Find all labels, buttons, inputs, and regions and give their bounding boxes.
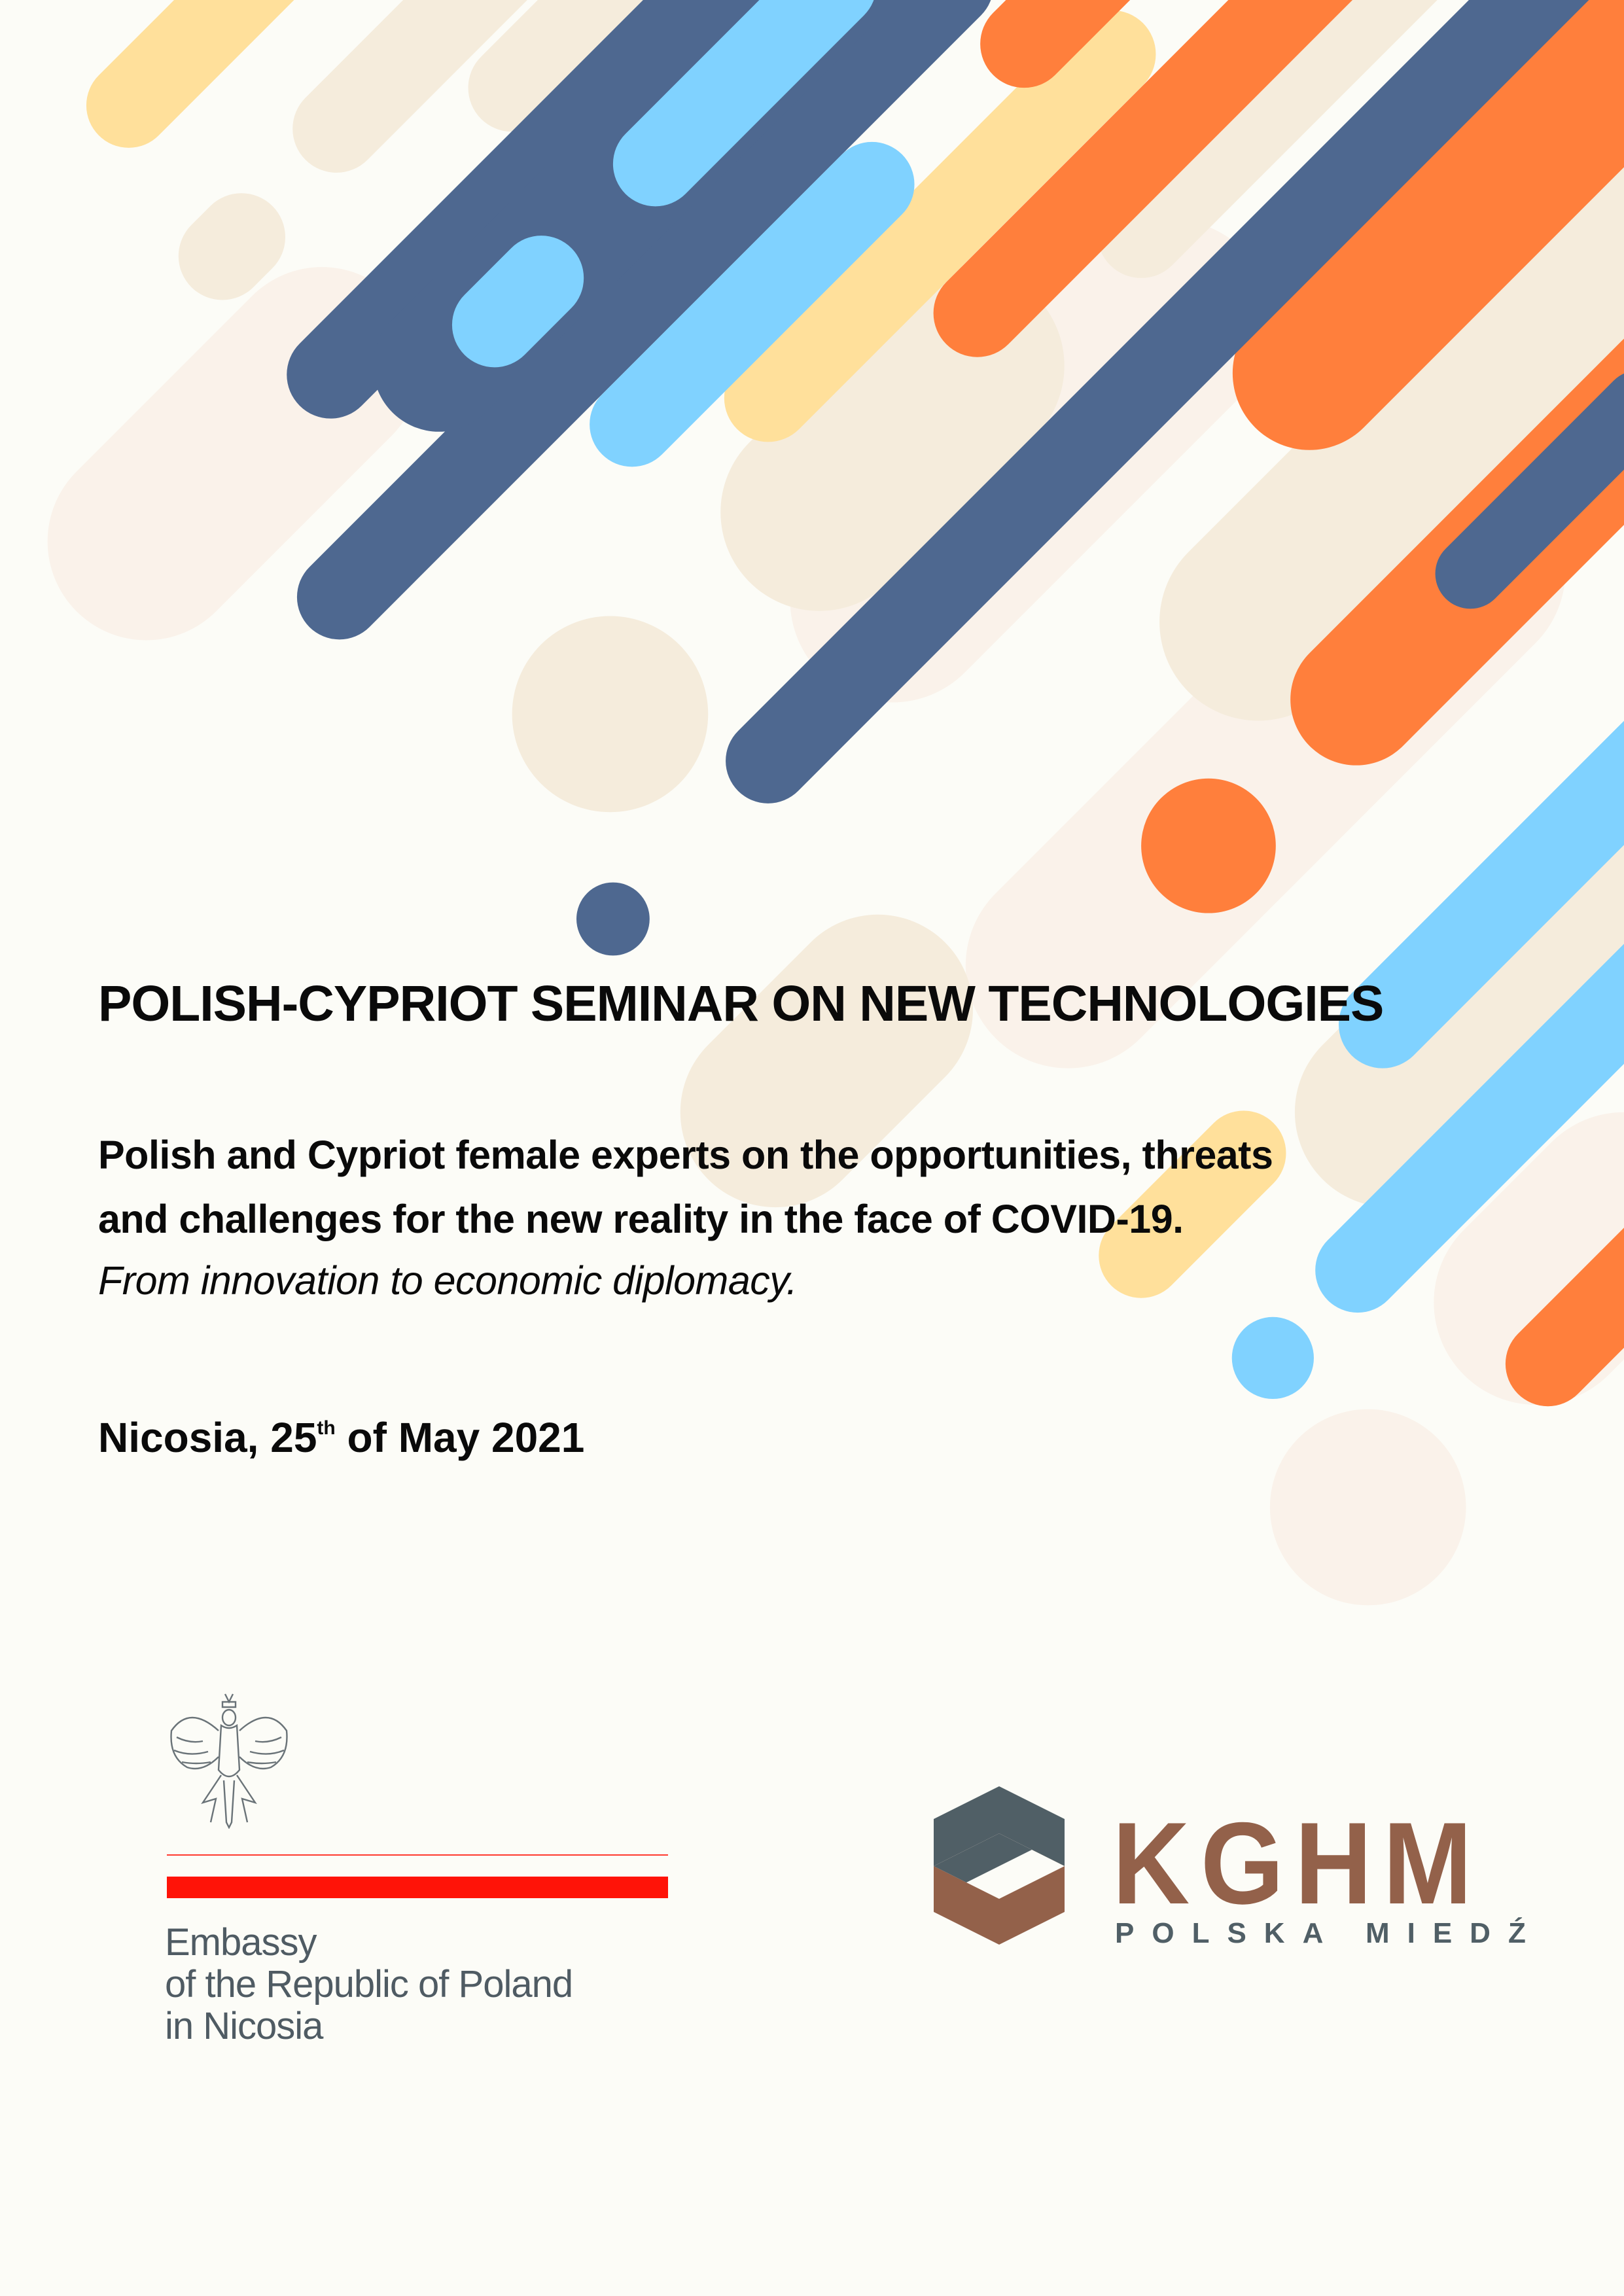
light-blue-shape xyxy=(1315,944,1624,1313)
beige-shape xyxy=(178,193,286,300)
subtitle-line-1: Polish and Cypriot female experts on the… xyxy=(98,1133,1273,1177)
beige-shape xyxy=(468,0,662,132)
navy-shape xyxy=(296,0,991,640)
polish-eagle-icon xyxy=(170,1693,288,1829)
navy-shape xyxy=(726,0,1589,804)
beige-shape xyxy=(1097,0,1438,278)
embassy-line-2: of the Republic of Poland xyxy=(165,1963,573,2005)
yellow-shape xyxy=(724,10,1156,442)
seminar-title: POLISH-CYPRIOT SEMINAR ON NEW TECHNOLOGI… xyxy=(98,976,1384,1032)
light-blue-shape xyxy=(1338,721,1624,1069)
orange-shape xyxy=(933,0,1353,357)
date-prefix: Nicosia, 25 xyxy=(98,1414,317,1461)
date-suffix: of May 2021 xyxy=(335,1414,585,1461)
embassy-line-3: in Nicosia xyxy=(165,2005,323,2047)
embassy-line-1: Embassy xyxy=(165,1921,317,1964)
orange-shape xyxy=(1505,1227,1624,1407)
beige-shape xyxy=(720,267,1065,611)
flag-thin-line xyxy=(167,1854,668,1856)
beige-shape xyxy=(1159,157,1624,721)
pale-circle xyxy=(1269,1409,1466,1606)
pale-shape xyxy=(1434,1112,1624,1405)
navy-dot xyxy=(576,882,650,956)
yellow-shape xyxy=(1099,1110,1286,1298)
subtitle-italic: From innovation to economic diplomacy. xyxy=(98,1258,798,1303)
kghm-tagline: POLSKA MIEDŹ xyxy=(1115,1917,1544,1949)
light-blue-dot xyxy=(1231,1316,1314,1400)
orange-shape xyxy=(980,0,1131,88)
yellow-shape xyxy=(86,0,294,148)
navy-shape xyxy=(1435,374,1624,609)
kghm-logo-icon xyxy=(934,1786,1065,1945)
navy-shape xyxy=(287,0,768,419)
beige-shape xyxy=(292,0,527,173)
flag-red-bar xyxy=(167,1877,668,1898)
date-ordinal: th xyxy=(317,1417,336,1439)
light-blue-shape xyxy=(451,236,584,368)
orange-shape xyxy=(1232,0,1624,450)
beige-shape xyxy=(680,914,973,1208)
beige-shape xyxy=(1294,783,1624,1208)
orange-circle xyxy=(1141,778,1276,913)
light-blue-shape xyxy=(590,141,915,467)
beige-circle xyxy=(512,616,709,813)
light-blue-shape xyxy=(612,0,874,207)
subtitle-line-2: and challenges for the new reality in th… xyxy=(98,1197,1184,1241)
event-date: Nicosia, 25th of May 2021 xyxy=(98,1413,584,1462)
kghm-wordmark: KGHM xyxy=(1112,1798,1483,1928)
